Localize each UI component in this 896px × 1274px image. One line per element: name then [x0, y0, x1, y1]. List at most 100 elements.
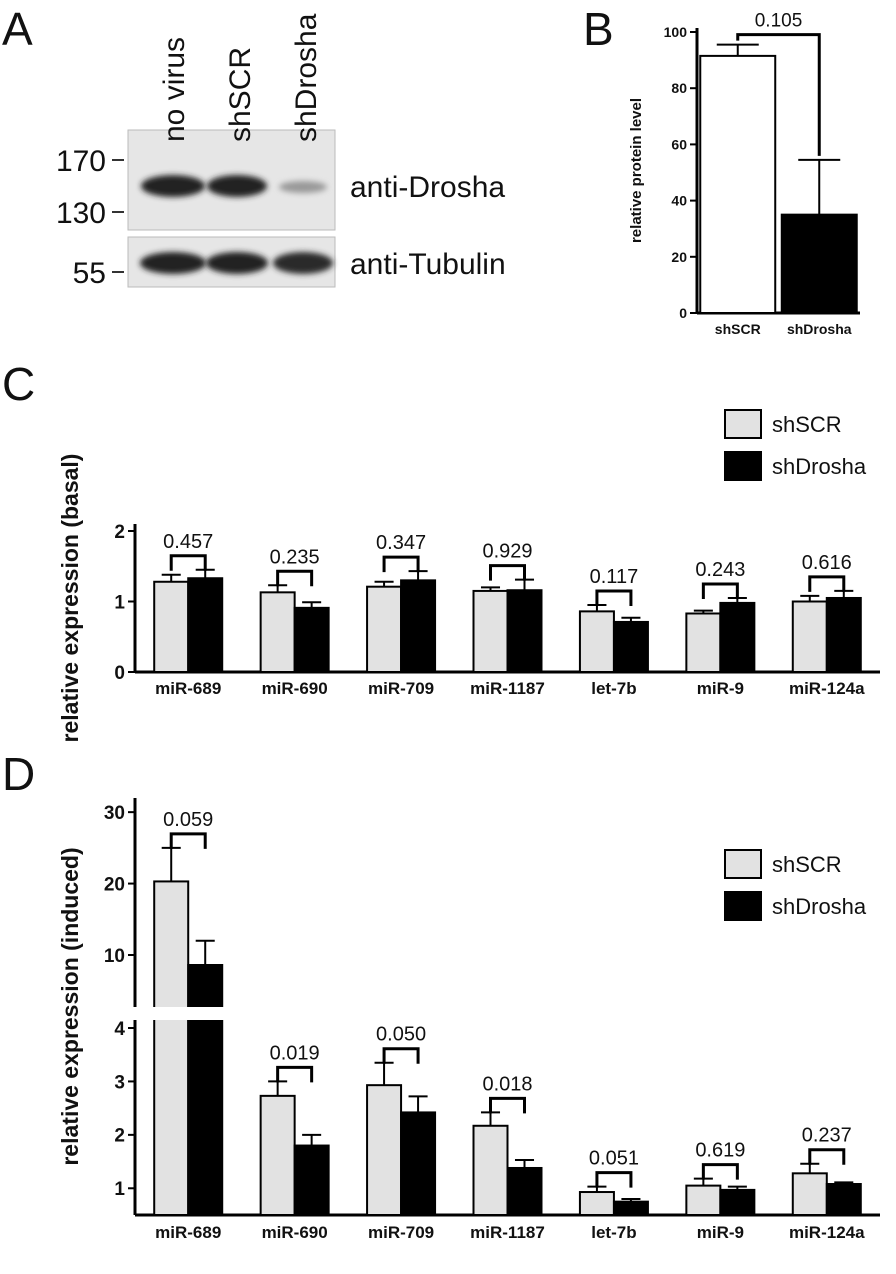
bar	[780, 213, 858, 314]
bar	[259, 1094, 296, 1216]
bar	[472, 589, 509, 673]
p-value: 0.059	[163, 809, 213, 831]
y-tick-label: 1	[114, 592, 125, 613]
x-tick-label: miR-9	[697, 679, 744, 698]
bar	[153, 880, 190, 1217]
axis-break	[123, 1007, 880, 1020]
bar	[259, 591, 296, 674]
y-tick-label: 80	[671, 80, 687, 96]
x-tick-label: miR-1187	[470, 1223, 545, 1242]
x-tick-label: shSCR	[715, 321, 761, 337]
significance-bracket	[382, 555, 420, 573]
bar	[719, 1188, 756, 1216]
significance-bracket	[595, 1171, 633, 1188]
significance-bracket	[169, 554, 207, 571]
p-value: 0.619	[695, 1140, 745, 1162]
p-value: 0.243	[695, 559, 745, 581]
x-tick-label: miR-689	[155, 1223, 221, 1242]
y-tick-label: 1	[114, 1179, 125, 1200]
p-value: 0.235	[270, 546, 320, 568]
x-tick-label: miR-709	[368, 1223, 434, 1242]
significance-bracket	[382, 1047, 420, 1064]
bar	[578, 610, 615, 673]
x-tick-label: let-7b	[591, 679, 636, 698]
western-blot: no virus shSCR shDrosha 170 130 55 anti-…	[56, 13, 506, 301]
x-tick-label: miR-1187	[470, 679, 545, 698]
significance-bracket	[808, 575, 846, 592]
bar	[685, 612, 722, 673]
y-tick-label: 0	[114, 663, 125, 684]
bar	[153, 580, 190, 674]
x-tick-label: miR-709	[368, 679, 434, 698]
bar	[187, 964, 224, 1216]
bar	[366, 1084, 403, 1216]
significance-bracket	[701, 582, 739, 599]
legend-swatch	[724, 849, 762, 879]
significance-bracket	[489, 1096, 526, 1114]
panel-label: D	[2, 748, 35, 800]
bar	[578, 1191, 615, 1217]
significance-bracket	[808, 1148, 846, 1165]
y-axis-label: relative expression (induced)	[57, 847, 83, 1165]
bar	[612, 620, 649, 674]
p-value: 0.237	[802, 1125, 852, 1147]
legend-swatch	[724, 409, 762, 439]
legend-swatch	[724, 891, 762, 921]
x-tick-label: miR-689	[155, 679, 221, 698]
bar	[685, 1184, 722, 1216]
significance-bracket	[736, 33, 821, 156]
panel-label: B	[583, 3, 614, 55]
p-value: 0.019	[270, 1042, 320, 1064]
p-value: 0.457	[163, 531, 213, 553]
legend-label: shSCR	[772, 852, 842, 877]
y-tick-label: 10	[104, 946, 125, 967]
bar	[400, 579, 437, 673]
p-value: 0.347	[376, 532, 426, 554]
marker-label: 170	[56, 145, 106, 178]
significance-bracket	[701, 1163, 739, 1180]
band	[207, 175, 267, 197]
x-tick-label: miR-124a	[789, 679, 865, 698]
x-tick-label: miR-690	[262, 1223, 328, 1242]
bar	[293, 606, 330, 673]
p-value: 0.929	[482, 541, 532, 563]
bar	[825, 1183, 862, 1217]
p-value: 0.018	[482, 1073, 532, 1095]
y-tick-label: 20	[104, 874, 125, 895]
panel-label: C	[2, 358, 35, 410]
bar	[366, 585, 403, 674]
significance-bracket	[169, 832, 207, 849]
p-value: 0.051	[589, 1148, 639, 1170]
p-value: 0.050	[376, 1024, 426, 1046]
y-tick-label: 60	[671, 136, 687, 152]
bar	[791, 1172, 828, 1216]
legend-label: shDrosha	[772, 454, 867, 479]
y-tick-label: 3	[114, 1072, 125, 1093]
lane-label: shDrosha	[290, 13, 323, 142]
y-axis-label: relative protein level	[628, 98, 645, 243]
bar	[506, 589, 543, 673]
bar	[293, 1144, 330, 1216]
x-tick-label: miR-9	[697, 1223, 744, 1242]
spacer	[141, 299, 205, 301]
legend-label: shSCR	[772, 412, 842, 437]
bar	[719, 601, 756, 673]
significance-bracket	[595, 589, 633, 607]
y-axis-label: relative expression (basal)	[57, 454, 83, 743]
bar	[506, 1166, 543, 1217]
y-tick-label: 40	[671, 193, 687, 209]
lane-label: shSCR	[224, 47, 257, 142]
marker-label: 55	[73, 257, 106, 290]
band	[141, 175, 205, 197]
antibody-label: anti-Tubulin	[350, 248, 506, 281]
significance-bracket	[276, 1065, 314, 1083]
bar	[825, 596, 862, 673]
bar	[472, 1124, 509, 1217]
bar	[400, 1111, 437, 1216]
marker-label: 130	[56, 197, 106, 230]
y-tick-label: 4	[114, 1019, 125, 1040]
bar	[791, 600, 828, 673]
band	[140, 252, 206, 274]
x-tick-label: shDrosha	[787, 321, 852, 337]
